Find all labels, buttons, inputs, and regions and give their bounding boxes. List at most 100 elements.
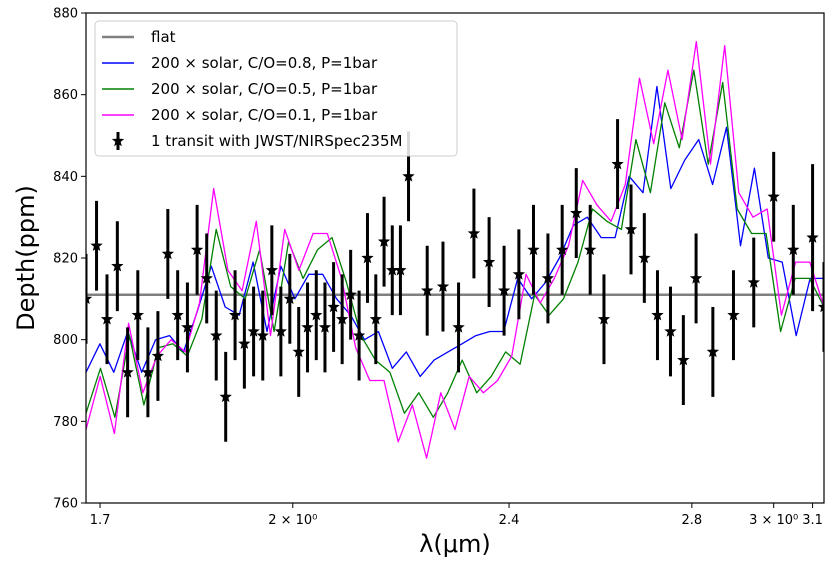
y-tick-label: 780 (53, 415, 78, 430)
transit-point (467, 188, 481, 279)
y-tick-label: 820 (53, 252, 78, 267)
transit-point (787, 204, 800, 295)
transit-point (556, 204, 569, 295)
transit-marker (310, 308, 323, 321)
transit-point (727, 270, 740, 361)
transit-marker (651, 308, 664, 321)
transit-point (611, 119, 624, 209)
transit-marker (806, 231, 819, 243)
transit-marker (767, 190, 780, 203)
transit-point (141, 327, 155, 418)
transit-point (541, 233, 555, 324)
series-line-2 (86, 69, 824, 418)
transit-point (421, 245, 434, 336)
transit-point (292, 307, 305, 397)
transit-point (767, 151, 780, 242)
legend-label: 200 × solar, C/O=0.5, P=1bar (151, 80, 378, 98)
transit-marker (335, 312, 349, 325)
transit-point (181, 282, 194, 373)
y-tick-label: 800 (53, 333, 78, 348)
transit-marker (747, 276, 760, 288)
transit-point (335, 274, 349, 365)
y-tick-label: 840 (53, 170, 78, 185)
legend-star-icon (111, 134, 125, 147)
transit-point (219, 351, 232, 442)
transit-point (247, 286, 260, 377)
transit-marker (497, 284, 511, 296)
transit-point (238, 298, 251, 389)
transit-marker (219, 390, 232, 403)
transit-marker (352, 329, 366, 341)
transit-point (256, 290, 269, 381)
transit-marker (727, 308, 740, 321)
transit-marker (421, 284, 434, 296)
transit-marker (200, 271, 213, 284)
x-tick-label: 3.1 (802, 513, 823, 528)
transit-marker (689, 271, 703, 284)
transit-marker (706, 345, 720, 358)
transit-marker (121, 365, 134, 378)
transit-marker (344, 288, 357, 301)
transit-marker (597, 312, 611, 325)
transit-point (131, 270, 144, 361)
transit-point (584, 204, 597, 295)
data-layer (86, 40, 824, 459)
transit-point (210, 290, 223, 381)
transit-marker (141, 365, 155, 378)
transit-point (265, 225, 279, 316)
transit-marker (664, 325, 677, 337)
transit-point (597, 274, 611, 365)
y-tick-label: 880 (53, 7, 78, 22)
transit-point (689, 233, 703, 324)
legend-label: 200 × solar, C/O=0.8, P=1bar (151, 54, 378, 72)
transit-marker (541, 271, 555, 284)
transit-point (274, 286, 288, 377)
transit-marker (327, 300, 340, 313)
transit-marker (467, 227, 481, 239)
y-tick-label: 760 (53, 497, 78, 512)
transit-point (161, 209, 175, 299)
x-tick-label: 1.7 (90, 513, 111, 528)
legend-box (94, 20, 458, 157)
transit-point (200, 233, 213, 324)
transit-marker (90, 239, 103, 252)
transit-marker (301, 320, 314, 333)
transit-marker (318, 320, 332, 333)
transit-point (344, 249, 357, 340)
transit-marker (482, 255, 496, 268)
y-tick-label: 860 (53, 88, 78, 103)
transit-point (121, 327, 134, 418)
transit-marker (100, 312, 114, 325)
transit-marker (527, 243, 540, 256)
transit-point (318, 282, 332, 373)
transit-point (361, 213, 374, 303)
transit-marker (436, 280, 450, 292)
transit-point (452, 282, 465, 373)
transit-marker (377, 235, 391, 247)
transit-point (190, 204, 204, 295)
legend: flat 200 × solar, C/O=0.8, P=1bar 200 × so… (94, 20, 458, 157)
transit-marker (151, 349, 165, 362)
axes: 760 780 800 820 840 860 880 1.7 2 × 10⁰ 2.4 2.8 3 ×… (53, 7, 823, 529)
transit-point (386, 225, 399, 316)
transit-marker (394, 263, 407, 276)
x-tick-label: 2.8 (682, 513, 703, 528)
transit-point (497, 245, 511, 336)
transit-point (228, 270, 242, 361)
transit-marker (171, 308, 184, 321)
transit-marker (369, 312, 382, 325)
transit-point (817, 262, 824, 352)
transit-point (283, 253, 296, 344)
transit-point (310, 270, 323, 361)
transit-point (100, 274, 114, 365)
transit-point (706, 307, 720, 397)
transit-marker (402, 169, 415, 182)
transit-point (482, 217, 496, 307)
transit-marker (452, 320, 465, 333)
transit-marker (611, 157, 624, 170)
transit-point (301, 282, 314, 373)
transit-point (747, 237, 760, 328)
transit-point (624, 184, 638, 275)
transit-point (527, 204, 540, 295)
